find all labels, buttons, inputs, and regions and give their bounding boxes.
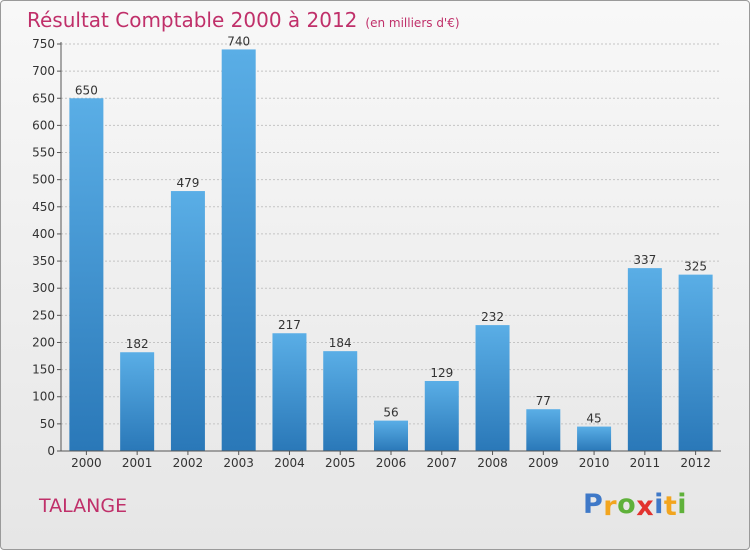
bar <box>221 49 256 451</box>
x-tick-label: 2000 <box>71 456 102 470</box>
x-tick-label: 2001 <box>122 456 153 470</box>
y-tick-label: 150 <box>32 363 55 377</box>
x-tick-label: 2004 <box>274 456 305 470</box>
x-tick-label: 2002 <box>173 456 204 470</box>
y-tick-label: 550 <box>32 146 55 160</box>
bar-value-label: 740 <box>227 34 250 48</box>
bar-value-label: 182 <box>126 337 149 351</box>
x-tick-label: 2011 <box>630 456 661 470</box>
bar-value-label: 56 <box>383 406 398 420</box>
y-tick-label: 400 <box>32 227 55 241</box>
bar <box>272 333 307 451</box>
y-tick-label: 650 <box>32 91 55 105</box>
bar <box>323 351 358 451</box>
bar-value-label: 650 <box>75 83 98 97</box>
logo-letter: i <box>677 489 688 520</box>
y-tick-label: 600 <box>32 118 55 132</box>
bar-value-label: 232 <box>481 310 504 324</box>
chart-title-unit: (en milliers d'€) <box>365 16 460 30</box>
bar-value-label: 479 <box>176 176 199 190</box>
bar <box>69 98 104 452</box>
y-tick-label: 700 <box>32 64 55 78</box>
x-tick-label: 2008 <box>477 456 508 470</box>
bar-value-label: 184 <box>329 336 352 350</box>
commune-name: TALANGE <box>39 495 128 517</box>
logo-letter: P <box>583 489 604 520</box>
y-tick-label: 200 <box>32 335 55 349</box>
bar-value-label: 217 <box>278 318 301 332</box>
y-tick-label: 0 <box>47 444 55 458</box>
y-tick-label: 250 <box>32 308 55 322</box>
bar-value-label: 337 <box>633 253 656 267</box>
logo-letter: i <box>654 489 664 520</box>
bar <box>374 420 408 451</box>
bar <box>526 409 561 451</box>
logo-letter: x <box>636 491 655 522</box>
bar <box>424 380 459 451</box>
bar-value-label: 325 <box>684 260 707 274</box>
bar <box>120 352 155 451</box>
y-tick-label: 450 <box>32 200 55 214</box>
chart-title: Résultat Comptable 2000 à 2012 (en millie… <box>27 8 460 32</box>
x-tick-label: 2010 <box>579 456 610 470</box>
bar <box>577 426 612 451</box>
x-tick-label: 2009 <box>528 456 559 470</box>
x-tick-label: 2007 <box>426 456 457 470</box>
x-tick-label: 2006 <box>376 456 407 470</box>
x-tick-label: 2005 <box>325 456 356 470</box>
chart-title-main: Résultat Comptable 2000 à 2012 <box>27 8 358 32</box>
logo-letter: t <box>663 491 678 522</box>
y-tick-label: 300 <box>32 281 55 295</box>
y-tick-label: 350 <box>32 254 55 268</box>
x-tick-label: 2003 <box>223 456 254 470</box>
bar-value-label: 45 <box>586 412 601 426</box>
bar <box>475 325 510 451</box>
bar <box>170 191 205 451</box>
bar <box>678 274 713 451</box>
bar <box>627 268 662 451</box>
y-tick-label: 100 <box>32 390 55 404</box>
logo-letter: o <box>617 489 637 520</box>
logo-letter: r <box>603 491 618 522</box>
x-tick-label: 2012 <box>680 456 711 470</box>
y-tick-label: 50 <box>40 417 55 431</box>
proxiti-logo[interactable]: Proxiti <box>583 489 688 522</box>
y-tick-label: 500 <box>32 173 55 187</box>
bar-value-label: 77 <box>536 394 551 408</box>
bar-value-label: 129 <box>430 366 453 380</box>
y-tick-label: 750 <box>32 37 55 51</box>
